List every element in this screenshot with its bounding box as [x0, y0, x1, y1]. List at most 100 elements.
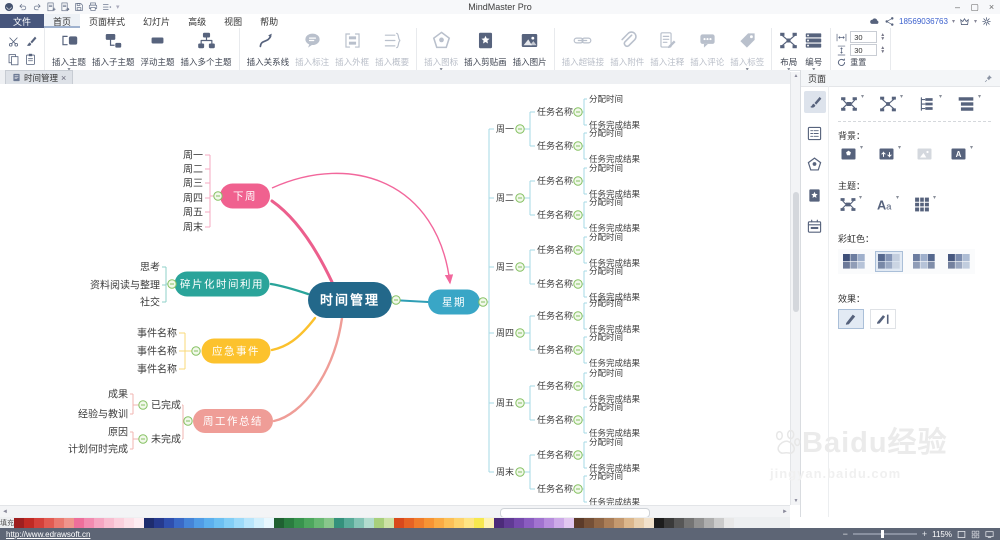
layout-radial-icon[interactable]: ▾ — [877, 94, 904, 113]
vertical-scroll-thumb[interactable] — [793, 192, 799, 312]
palette-swatch[interactable] — [234, 517, 244, 528]
sub-label[interactable]: 任务完成结果 — [589, 189, 641, 199]
day-label[interactable]: 周二 — [496, 193, 514, 203]
ribbon-button-layoutx[interactable]: 布局▾ — [776, 30, 801, 74]
child-topic-label[interactable]: 资料阅读与整理 — [90, 279, 160, 292]
dropdown-caret-icon[interactable]: ▾ — [896, 195, 900, 201]
sub-label[interactable]: 分配时间 — [589, 197, 623, 207]
vip-crown-icon[interactable] — [959, 16, 970, 27]
menu-item-帮助[interactable]: 帮助 — [260, 16, 279, 27]
palette-swatch[interactable] — [614, 517, 624, 528]
palette-swatch[interactable] — [424, 517, 434, 528]
topic-node-label[interactable]: 碎片化时间利用 — [180, 278, 264, 291]
child-topic-label[interactable]: 事件名称 — [137, 327, 177, 340]
format-tab-icon[interactable] — [803, 91, 826, 113]
palette-swatch[interactable] — [504, 517, 514, 528]
zoom-out-button[interactable]: − — [842, 529, 848, 539]
palette-swatch[interactable] — [314, 517, 324, 528]
sub-label[interactable]: 任务完成结果 — [589, 497, 641, 505]
palette-swatch[interactable] — [184, 517, 194, 528]
cut-icon[interactable] — [6, 33, 21, 49]
sub-label[interactable]: 任务完成结果 — [589, 324, 641, 334]
effect-hand-drawn-on[interactable] — [870, 309, 896, 329]
child-topic-label[interactable]: 原因 — [108, 427, 128, 439]
format-painter-icon[interactable] — [23, 33, 38, 49]
palette-swatch[interactable] — [644, 517, 654, 528]
palette-swatch[interactable] — [524, 517, 534, 528]
topic-node-label[interactable]: 周工作总结 — [203, 415, 263, 428]
task-label[interactable]: 任务名称 — [537, 244, 573, 255]
palette-swatch[interactable] — [454, 517, 464, 528]
account-phone[interactable]: 18569036763 — [899, 16, 948, 26]
palette-swatch[interactable] — [594, 517, 604, 528]
palette-swatch[interactable] — [154, 517, 164, 528]
task-label[interactable]: 任务名称 — [537, 449, 573, 460]
vertical-scrollbar[interactable]: ▲ ▼ — [790, 72, 801, 505]
cloud-icon[interactable] — [869, 16, 880, 27]
reset-button[interactable]: 重置 — [836, 57, 885, 68]
scroll-down-icon[interactable]: ▼ — [793, 498, 799, 504]
clipart-tab-icon[interactable] — [804, 184, 826, 206]
child-topic-label[interactable]: 成果 — [108, 389, 128, 401]
rainbow-option-2[interactable] — [875, 251, 903, 272]
task-label[interactable]: 任务名称 — [537, 140, 573, 151]
palette-swatch[interactable] — [404, 517, 414, 528]
share-icon[interactable] — [884, 16, 895, 27]
save-icon[interactable] — [74, 2, 84, 12]
sub-label[interactable]: 任务完成结果 — [589, 463, 641, 473]
palette-swatch[interactable] — [374, 517, 384, 528]
ribbon-button-topic[interactable]: 插入主题▾ — [49, 30, 89, 74]
palette-swatch[interactable] — [94, 517, 104, 528]
palette-swatch[interactable] — [584, 517, 594, 528]
topic-node[interactable] — [201, 338, 271, 364]
task-label[interactable]: 任务名称 — [537, 414, 573, 425]
topic-node[interactable] — [193, 409, 273, 433]
export-icon[interactable] — [60, 2, 70, 12]
ribbon-button-clipart[interactable]: 插入剪贴画 — [461, 30, 510, 69]
task-label[interactable]: 任务名称 — [537, 175, 573, 186]
palette-swatch[interactable] — [164, 517, 174, 528]
palette-swatch[interactable] — [224, 517, 234, 528]
outline-tab-icon[interactable] — [804, 122, 826, 144]
palette-swatch[interactable] — [714, 517, 724, 528]
task-label[interactable]: 任务名称 — [537, 278, 573, 289]
palette-swatch[interactable] — [284, 517, 294, 528]
palette-swatch[interactable] — [134, 517, 144, 528]
palette-swatch[interactable] — [44, 517, 54, 528]
palette-swatch[interactable] — [214, 517, 224, 528]
sub-label[interactable]: 任务完成结果 — [589, 258, 641, 268]
subtopic-label[interactable]: 未完成 — [151, 433, 181, 446]
horizontal-spacing-input[interactable]: 30 — [850, 31, 878, 43]
child-topic-label[interactable]: 事件名称 — [137, 363, 177, 376]
palette-swatch[interactable] — [14, 517, 24, 528]
dropdown-caret-icon[interactable]: ▾ — [900, 94, 904, 100]
layout-list-icon[interactable]: ▾ — [955, 94, 981, 113]
day-label[interactable]: 周四 — [496, 328, 514, 338]
topic-node-label[interactable]: 时间管理 — [320, 293, 380, 308]
background-shape-icon[interactable]: ▾ — [838, 145, 863, 162]
topic-node-label[interactable]: 应急事件 — [212, 345, 260, 358]
ribbon-button-floating[interactable]: 浮动主题 — [138, 30, 178, 69]
day-label[interactable]: 周末 — [496, 466, 514, 477]
background-watermark-icon[interactable]: A ▾ — [948, 145, 973, 162]
child-topic-label[interactable]: 周四 — [183, 193, 203, 205]
menu-item-幻灯片[interactable]: 幻灯片 — [143, 16, 171, 27]
palette-swatch[interactable] — [664, 517, 674, 528]
palette-swatch[interactable] — [414, 517, 424, 528]
sub-label[interactable]: 任务完成结果 — [589, 358, 641, 368]
palette-swatch[interactable] — [64, 517, 74, 528]
background-image-icon[interactable]: ▾ — [876, 145, 901, 162]
zoom-slider[interactable] — [852, 530, 917, 538]
palette-swatch[interactable] — [394, 517, 404, 528]
vertical-spacing-input[interactable]: 30 — [850, 44, 878, 56]
palette-swatch[interactable] — [174, 517, 184, 528]
palette-swatch[interactable] — [464, 517, 474, 528]
copy-icon[interactable] — [6, 51, 21, 67]
menu-item-高级[interactable]: 高级 — [188, 16, 207, 27]
palette-swatch[interactable] — [204, 517, 214, 528]
task-label[interactable]: 任务名称 — [537, 106, 573, 117]
theme-color-icon[interactable]: ▾ — [912, 195, 936, 213]
v-spinner-arrows[interactable]: ▲ ▼ — [880, 45, 886, 55]
palette-swatch[interactable] — [724, 517, 734, 528]
sub-label[interactable]: 任务完成结果 — [589, 154, 641, 164]
